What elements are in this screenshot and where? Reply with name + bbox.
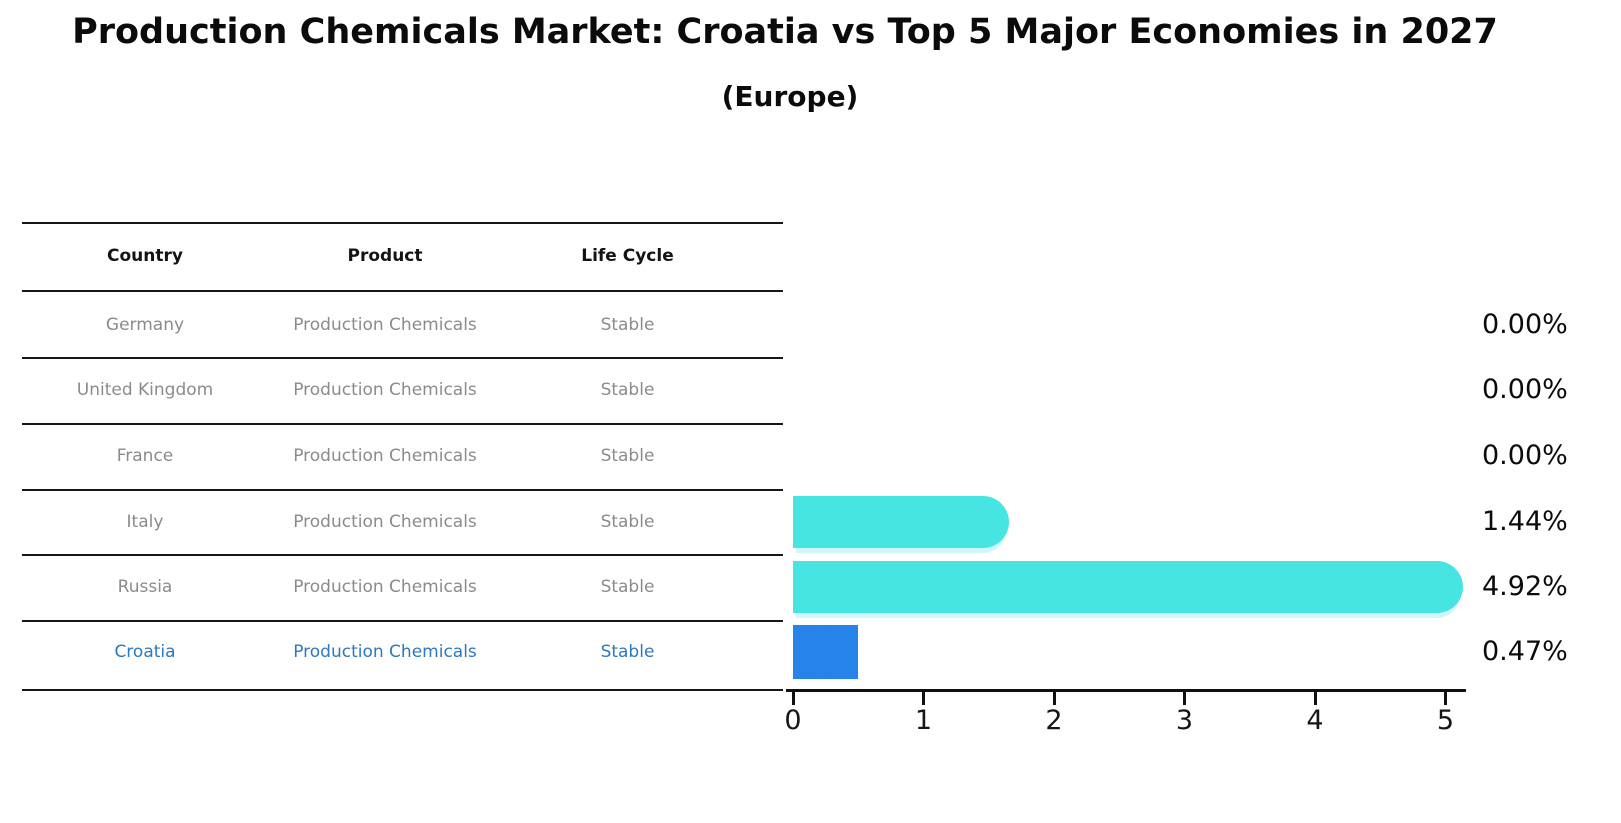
x-axis-tick-label: 1 (914, 705, 933, 736)
chart-title: Production Chemicals Market: Croatia vs … (72, 12, 1498, 52)
x-axis-tick-label: 4 (1306, 705, 1324, 736)
table-separator-line (22, 489, 783, 491)
table-header-lifecycle: Life Cycle (581, 246, 674, 266)
bar-value-label: 0.00% (1482, 374, 1568, 405)
bar-highlight (793, 625, 859, 679)
table-cell-lifecycle: Stable (600, 512, 655, 532)
table-separator-line (22, 554, 783, 556)
table-cell-product: Production Chemicals (293, 380, 477, 400)
table-cell-lifecycle: Stable (600, 577, 655, 597)
x-axis-tick-mark (791, 692, 795, 705)
bar-value-label: 0.47% (1482, 636, 1568, 667)
x-axis-tick-mark (1183, 692, 1186, 705)
x-axis-tick-mark (1313, 692, 1317, 705)
table-cell-lifecycle: Stable (600, 642, 655, 662)
x-axis-tick-mark (922, 692, 925, 705)
bar-value-label: 1.44% (1482, 506, 1568, 537)
table-cell-product: Production Chemicals (293, 642, 477, 662)
table-separator-line (22, 357, 783, 359)
table-cell-country: Croatia (114, 642, 176, 662)
x-axis-tick-mark (1444, 692, 1447, 705)
bar (793, 561, 1464, 613)
table-separator-line (22, 222, 783, 224)
table-row: Russia Production Chemicals Stable (0, 573, 790, 601)
table-cell-product: Production Chemicals (293, 315, 477, 335)
table-cell-lifecycle: Stable (600, 446, 655, 466)
table-cell-lifecycle: Stable (600, 315, 655, 335)
table-row: Croatia Production Chemicals Stable (0, 638, 790, 666)
x-axis-tick-mark (1052, 692, 1056, 705)
x-axis-tick-label: 3 (1175, 705, 1194, 736)
table-row: Italy Production Chemicals Stable (0, 508, 790, 536)
x-axis-line (786, 689, 1466, 692)
table-cell-country: Italy (126, 512, 164, 532)
x-axis-tick-label: 2 (1045, 705, 1063, 736)
table-separator-line (22, 290, 783, 292)
table-cell-country: France (116, 446, 174, 466)
table-separator-line (22, 423, 783, 425)
bar-value-label: 4.92% (1482, 571, 1568, 602)
table-separator-line (22, 620, 783, 622)
bar-value-label: 0.00% (1482, 309, 1568, 340)
table-header-product: Product (347, 246, 423, 266)
chart-subtitle: (Europe) (721, 80, 859, 113)
x-axis-tick-label: 5 (1436, 705, 1455, 736)
table-row: Germany Production Chemicals Stable (0, 311, 790, 339)
bar (793, 496, 1009, 548)
bar-value-label: 0.00% (1482, 440, 1568, 471)
table-cell-country: Germany (105, 315, 185, 335)
table-row: United Kingdom Production Chemicals Stab… (0, 376, 790, 404)
table-row: France Production Chemicals Stable (0, 442, 790, 470)
x-axis-tick-label: 0 (784, 705, 802, 736)
table-cell-product: Production Chemicals (293, 446, 477, 466)
table-separator-line (22, 689, 783, 691)
table-cell-product: Production Chemicals (293, 577, 477, 597)
table-cell-lifecycle: Stable (600, 380, 655, 400)
table-header-country: Country (107, 246, 183, 266)
table-cell-country: United Kingdom (76, 380, 214, 400)
table-cell-product: Production Chemicals (293, 512, 477, 532)
table-cell-country: Russia (117, 577, 173, 597)
